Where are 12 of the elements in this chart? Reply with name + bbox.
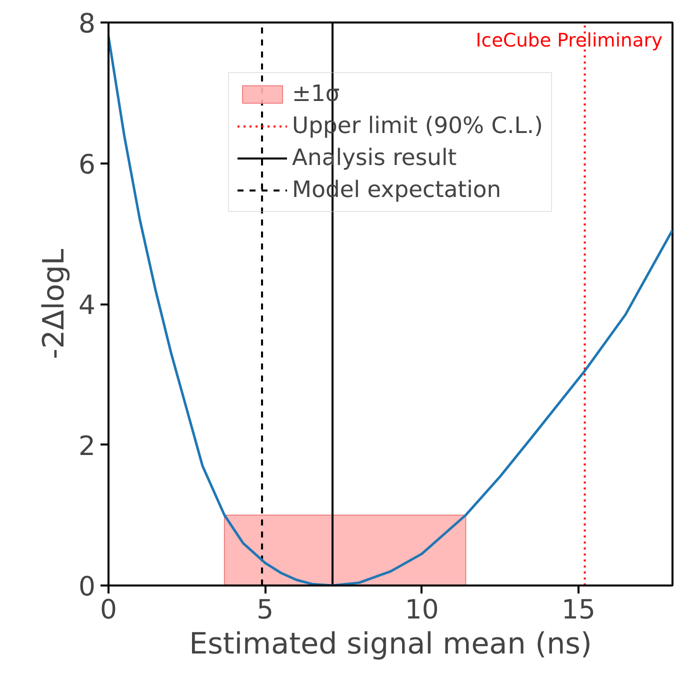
x-tick-label: 10 (404, 594, 439, 626)
x-tick-label: 15 (562, 594, 596, 626)
annotation: IceCube Preliminary (476, 30, 663, 52)
y-tick-label: 4 (78, 290, 96, 321)
x-axis-title: Estimated signal mean (ns) (189, 626, 592, 660)
x-tick-label: 0 (100, 594, 117, 626)
y-tick-label: 8 (78, 8, 96, 40)
y-tick-label: 0 (78, 572, 96, 602)
x-tick-label: 5 (256, 594, 274, 626)
y-tick-label: 6 (78, 149, 96, 180)
y-tick-label: 2 (78, 430, 96, 462)
y-axis-title: -2ΔlogL (36, 248, 71, 360)
